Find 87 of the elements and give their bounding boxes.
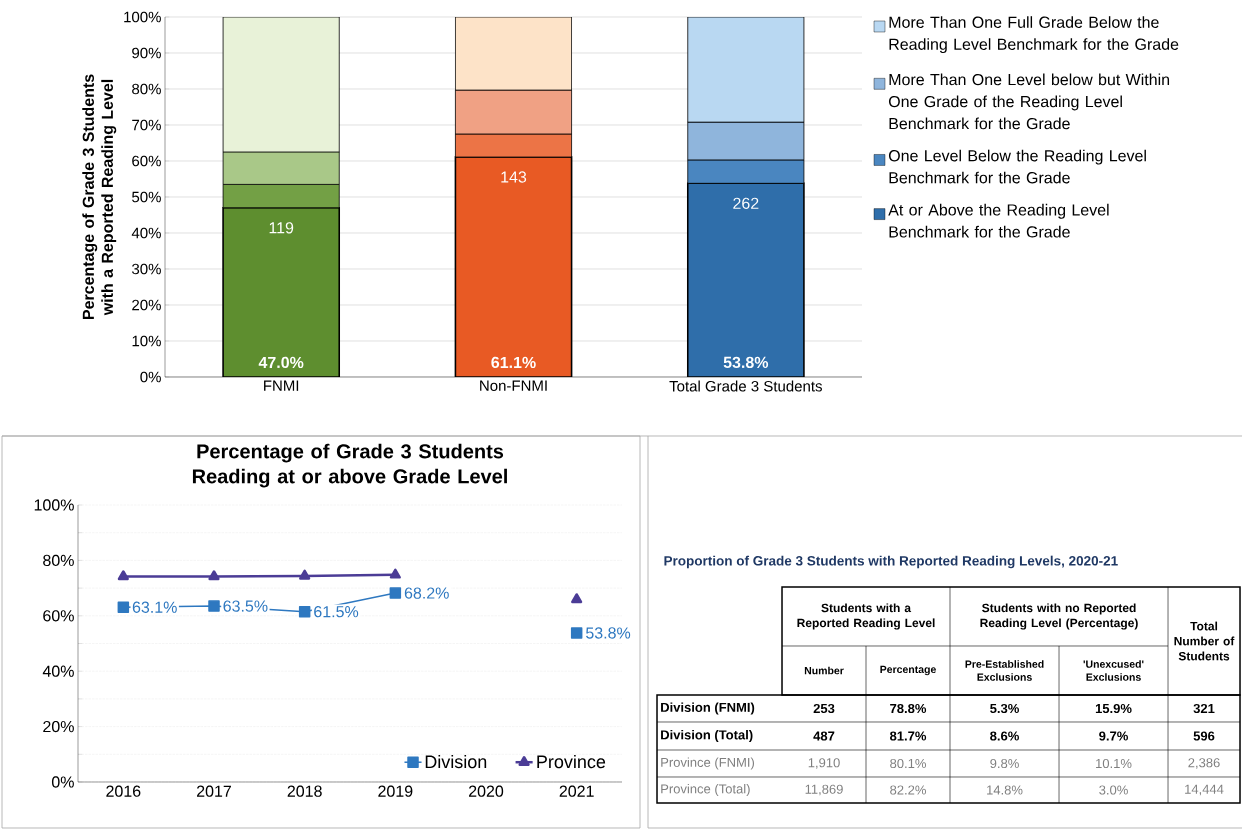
text: 14.8%	[987, 785, 1023, 795]
y-tick-label: 80%	[43, 554, 74, 567]
x-tick-label: 2021	[559, 785, 594, 797]
y-tick-label: 80%	[132, 83, 161, 95]
text: 10.1%	[1096, 758, 1132, 769]
data-label: 53.8%	[586, 627, 631, 639]
text: 80.1%	[890, 758, 926, 769]
point	[570, 627, 583, 639]
text: 11,869	[805, 784, 843, 796]
x-tick-label: 2016	[106, 785, 141, 797]
y-tick-label: 40%	[42, 665, 74, 677]
x-tick-label: Non-FNMI	[480, 380, 547, 391]
data-label: 61.1%	[491, 356, 536, 369]
point	[117, 601, 130, 613]
annotation: 119	[269, 222, 294, 234]
text: 15.9%	[1095, 703, 1132, 714]
text: Total Number of Students	[1174, 621, 1235, 661]
legend-label: Division	[425, 754, 487, 769]
y-tick-label: 60%	[132, 155, 161, 167]
text: 1,910	[808, 758, 840, 769]
legend-label: At or Above the Reading Level Benchmark for the Grade	[888, 203, 1109, 238]
point	[298, 605, 311, 618]
text: 'Unexcused' Exclusions	[1083, 660, 1144, 681]
text: 81.7%	[889, 731, 927, 741]
point	[208, 600, 220, 612]
y-tick-label: 0%	[140, 371, 161, 383]
x-tick-label: Total Grade 3 Students	[669, 380, 822, 392]
point	[389, 587, 402, 599]
text: Division (FNMI)	[661, 702, 755, 715]
legend-label: One Level Below the Reading Level Benchmark for the Grade	[888, 149, 1146, 184]
data-label: 61.5%	[314, 605, 359, 618]
text: 82.2%	[890, 785, 926, 795]
text: 2,386	[1188, 758, 1220, 769]
annotation: 143	[501, 171, 527, 183]
annotation: 262	[733, 197, 759, 209]
y-tick-label: 60%	[43, 610, 74, 622]
x-tick-label: 2018	[287, 785, 322, 797]
text: 14,444	[1185, 784, 1224, 796]
y-tick-label: 90%	[132, 47, 161, 59]
point	[208, 570, 220, 581]
text: 78.8%	[890, 703, 927, 714]
chart-title: Percentage of Grade 3 Students Reading at or above Grade Level	[192, 443, 507, 488]
y-tick-label: 0%	[51, 776, 74, 788]
text: 3.0%	[1099, 785, 1128, 795]
y-tick-label: 100%	[34, 499, 74, 511]
text: Division (Total)	[661, 729, 753, 743]
x-tick-label: FNMI	[264, 380, 299, 391]
y-tick-label: 40%	[131, 227, 161, 239]
data-label: 53.8%	[723, 356, 769, 369]
text: 9.8%	[990, 758, 1019, 769]
point	[117, 570, 129, 581]
point	[389, 568, 401, 579]
x-tick-label: 2017	[197, 785, 231, 797]
text: Province (Total)	[661, 783, 750, 797]
y-tick-label: 70%	[132, 119, 161, 131]
y-tick-label: 20%	[132, 299, 161, 311]
point	[299, 569, 311, 580]
data-label: 47.0%	[258, 356, 304, 369]
data-label: 63.5%	[223, 600, 268, 612]
text: Students with a Reported Reading Level	[797, 603, 935, 630]
text: Proportion of Grade 3 Students with Reported Reading Levels, 2020-21	[664, 555, 1118, 569]
x-tick-label: 2019	[378, 785, 413, 797]
text: Pre-Established Exclusions	[965, 660, 1044, 681]
y-tick-label: 20%	[43, 720, 74, 733]
text: 9.7%	[1099, 731, 1128, 741]
data-label: 63.1%	[132, 601, 177, 613]
legend-label: Province	[537, 754, 606, 769]
point	[571, 593, 583, 604]
text: Number	[804, 666, 844, 675]
data-label: 68.2%	[404, 587, 449, 599]
text: 596	[1193, 731, 1215, 741]
y-axis-title: Percentage of Grade 3 Students with a Reported Reading Level	[82, 74, 117, 320]
legend-label: More Than One Level below but Within One Grade of the Reading Level Benchmark for the Grade	[888, 73, 1170, 130]
text: Province (FNMI)	[661, 757, 755, 770]
text: 8.6%	[990, 731, 1019, 741]
legend-label: More Than One Full Grade Below the Reading Level Benchmark for the Grade	[889, 16, 1179, 54]
x-tick-label: 2020	[469, 785, 504, 797]
text: 5.3%	[990, 703, 1019, 714]
text: 253	[813, 703, 835, 714]
text: Percentage	[880, 665, 936, 676]
y-tick-label: 50%	[132, 191, 161, 203]
y-tick-label: 30%	[132, 263, 161, 275]
text: Students with no Reported Reading Level (Percentage)	[980, 603, 1138, 630]
text: 321	[1193, 703, 1215, 714]
y-tick-label: 100%	[124, 11, 161, 23]
y-tick-label: 10%	[132, 335, 161, 347]
text: 487	[813, 731, 835, 741]
